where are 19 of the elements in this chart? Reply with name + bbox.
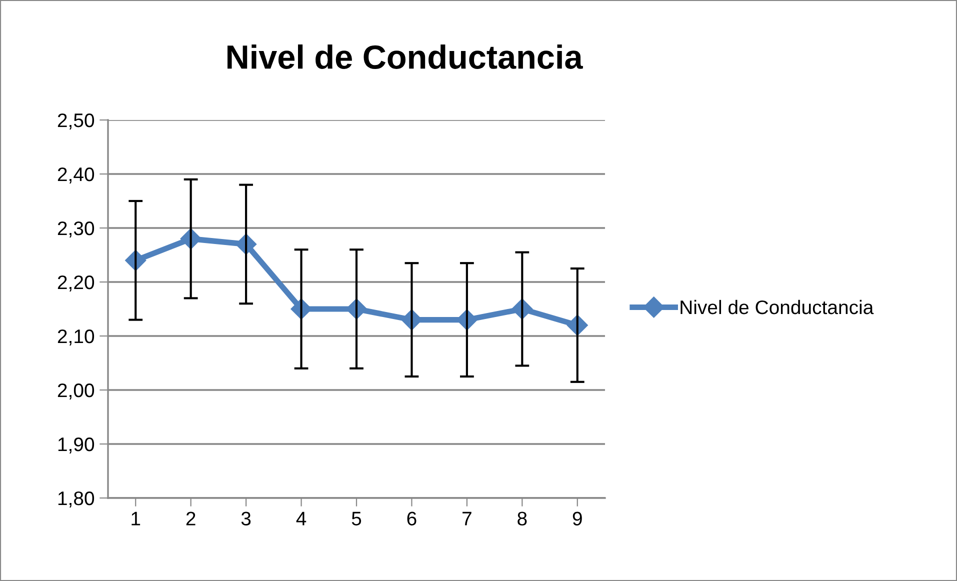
x-tick-label: 1 bbox=[132, 512, 140, 526]
y-tick-label: 2,10 bbox=[58, 329, 94, 346]
chart-title: Nivel de Conductancia bbox=[228, 44, 583, 69]
x-tick-label: 5 bbox=[352, 512, 362, 526]
x-tick-label: 7 bbox=[462, 512, 472, 526]
legend-label: Nivel de Conductancia bbox=[680, 300, 874, 314]
y-tick-label: 2,30 bbox=[58, 221, 94, 238]
y-tick-label: 2,00 bbox=[58, 383, 94, 400]
x-tick-label: 4 bbox=[296, 512, 306, 526]
y-tick-label: 2,50 bbox=[58, 113, 94, 130]
x-tick-label: 3 bbox=[241, 512, 251, 526]
y-tick-label: 2,40 bbox=[58, 167, 94, 184]
x-tick-label: 2 bbox=[186, 512, 196, 526]
y-tick-label: 1,90 bbox=[58, 437, 94, 454]
x-tick-label: 8 bbox=[518, 512, 527, 526]
x-tick-label: 9 bbox=[572, 512, 582, 526]
y-tick-label: 2,20 bbox=[58, 275, 94, 292]
y-tick-label: 1,80 bbox=[58, 491, 94, 508]
x-tick-label: 6 bbox=[407, 512, 416, 526]
